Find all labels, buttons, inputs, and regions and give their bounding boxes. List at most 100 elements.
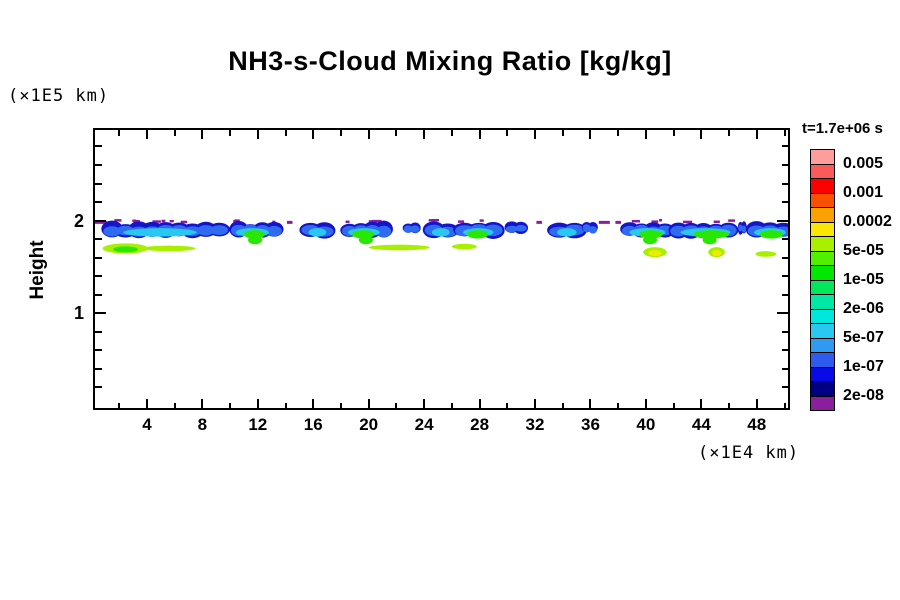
x-tick-label: 44: [691, 415, 711, 434]
x-minor-tick: [229, 402, 232, 408]
y-minor-tick: [781, 182, 788, 185]
x-axis-tick-labels: 4 8 12 16 20 24 28 32 36 40 44 48: [95, 415, 788, 437]
cloud-shape: [112, 246, 139, 253]
cloud-shape: [451, 243, 477, 250]
y-minor-tick: [95, 293, 102, 296]
cloud-shape: [741, 225, 747, 233]
y-minor-tick: [781, 330, 788, 333]
legend-color-box: [810, 366, 835, 382]
cloud-shape: [588, 226, 598, 234]
x-major-tick: [700, 130, 703, 139]
cloud-fringe: [169, 219, 174, 223]
x-minor-tick: [284, 130, 287, 136]
y-axis-units-label: (×1E5 km): [8, 86, 110, 106]
y-tick-label: 1: [73, 303, 84, 324]
y-minor-tick: [95, 256, 102, 259]
cloud-fringe: [598, 220, 610, 224]
x-minor-tick: [339, 402, 342, 408]
x-major-tick: [145, 130, 148, 139]
x-minor-tick: [395, 130, 398, 136]
cloud-fringe: [95, 220, 107, 224]
x-minor-tick: [118, 130, 121, 136]
x-minor-tick: [229, 130, 232, 136]
legend-color-box: [810, 221, 835, 237]
y-minor-tick: [781, 201, 788, 204]
legend-value-label: 5e-05: [843, 241, 884, 259]
x-major-tick: [534, 130, 537, 139]
x-major-tick: [755, 399, 758, 408]
cloud-shape: [142, 245, 196, 252]
x-minor-tick: [173, 402, 176, 408]
cloud-shape: [738, 224, 743, 232]
cloud-fringe: [345, 220, 350, 224]
y-minor-tick: [95, 275, 102, 278]
x-axis-units-label: (×1E4 km): [698, 443, 800, 463]
cloud-fringe: [651, 220, 659, 223]
cloud-shape: [702, 235, 717, 245]
x-major-tick: [312, 399, 315, 408]
legend-color-box: [810, 192, 835, 208]
legend-value-label: 2e-06: [843, 299, 884, 317]
x-tick-label: 24: [414, 415, 434, 434]
cloud-fringe: [431, 218, 440, 222]
cloud-shape: [248, 235, 263, 245]
x-tick-label: 4: [142, 415, 152, 434]
legend-value-label: 0.001: [843, 183, 884, 201]
cloud-fringe: [133, 219, 140, 223]
x-major-tick: [589, 130, 592, 139]
y-minor-tick: [95, 367, 102, 370]
legend-color-box: [810, 250, 835, 266]
x-minor-tick: [506, 130, 509, 136]
y-minor-tick: [95, 238, 102, 241]
cloud-shape: [403, 225, 413, 233]
cloud-shape: [693, 230, 730, 239]
legend-color-box: [810, 308, 835, 324]
x-minor-tick: [118, 402, 121, 408]
y-major-tick: [95, 219, 106, 222]
x-tick-label: 16: [303, 415, 323, 434]
plot-frame: [93, 128, 790, 410]
cloud-shape: [376, 225, 392, 238]
x-tick-label: 36: [580, 415, 600, 434]
x-minor-tick: [617, 130, 620, 136]
y-minor-tick: [95, 201, 102, 204]
legend-value-label: 0.0002: [843, 212, 892, 230]
cloud-shape: [514, 224, 527, 232]
y-minor-tick: [781, 275, 788, 278]
x-minor-tick: [339, 130, 342, 136]
x-minor-tick: [783, 130, 786, 136]
x-minor-tick: [783, 402, 786, 408]
cloud-fringe: [234, 219, 240, 222]
x-minor-tick: [450, 402, 453, 408]
legend-color-bar: [810, 149, 835, 411]
cloud-shape: [410, 225, 420, 233]
legend-value-label: 1e-05: [843, 270, 884, 288]
legend-color-box: [810, 395, 835, 411]
cloud-shape: [266, 225, 282, 237]
y-minor-tick: [95, 386, 102, 389]
cloud-shape: [557, 228, 577, 237]
x-major-tick: [589, 399, 592, 408]
x-minor-tick: [395, 402, 398, 408]
y-axis-label: Height: [27, 240, 48, 300]
x-minor-tick: [450, 130, 453, 136]
y-minor-tick: [781, 367, 788, 370]
cloud-fringe: [152, 220, 161, 223]
x-major-tick: [644, 130, 647, 139]
cloud-shape: [103, 226, 121, 237]
y-minor-tick: [95, 163, 102, 166]
x-major-tick: [478, 399, 481, 408]
x-major-tick: [423, 130, 426, 139]
y-minor-tick: [95, 330, 102, 333]
legend-color-box: [810, 381, 835, 397]
cloud-shape: [712, 250, 722, 257]
cloud-fringe: [536, 220, 542, 224]
cloud-fringe: [180, 220, 188, 224]
x-minor-tick: [617, 402, 620, 408]
cloud-shape: [431, 228, 450, 237]
legend-value-label: 5e-07: [843, 328, 884, 346]
cloud-fringe: [286, 220, 293, 224]
legend-value-label: 2e-08: [843, 386, 884, 404]
cloud-fringe: [457, 220, 465, 223]
x-major-tick: [367, 399, 370, 408]
